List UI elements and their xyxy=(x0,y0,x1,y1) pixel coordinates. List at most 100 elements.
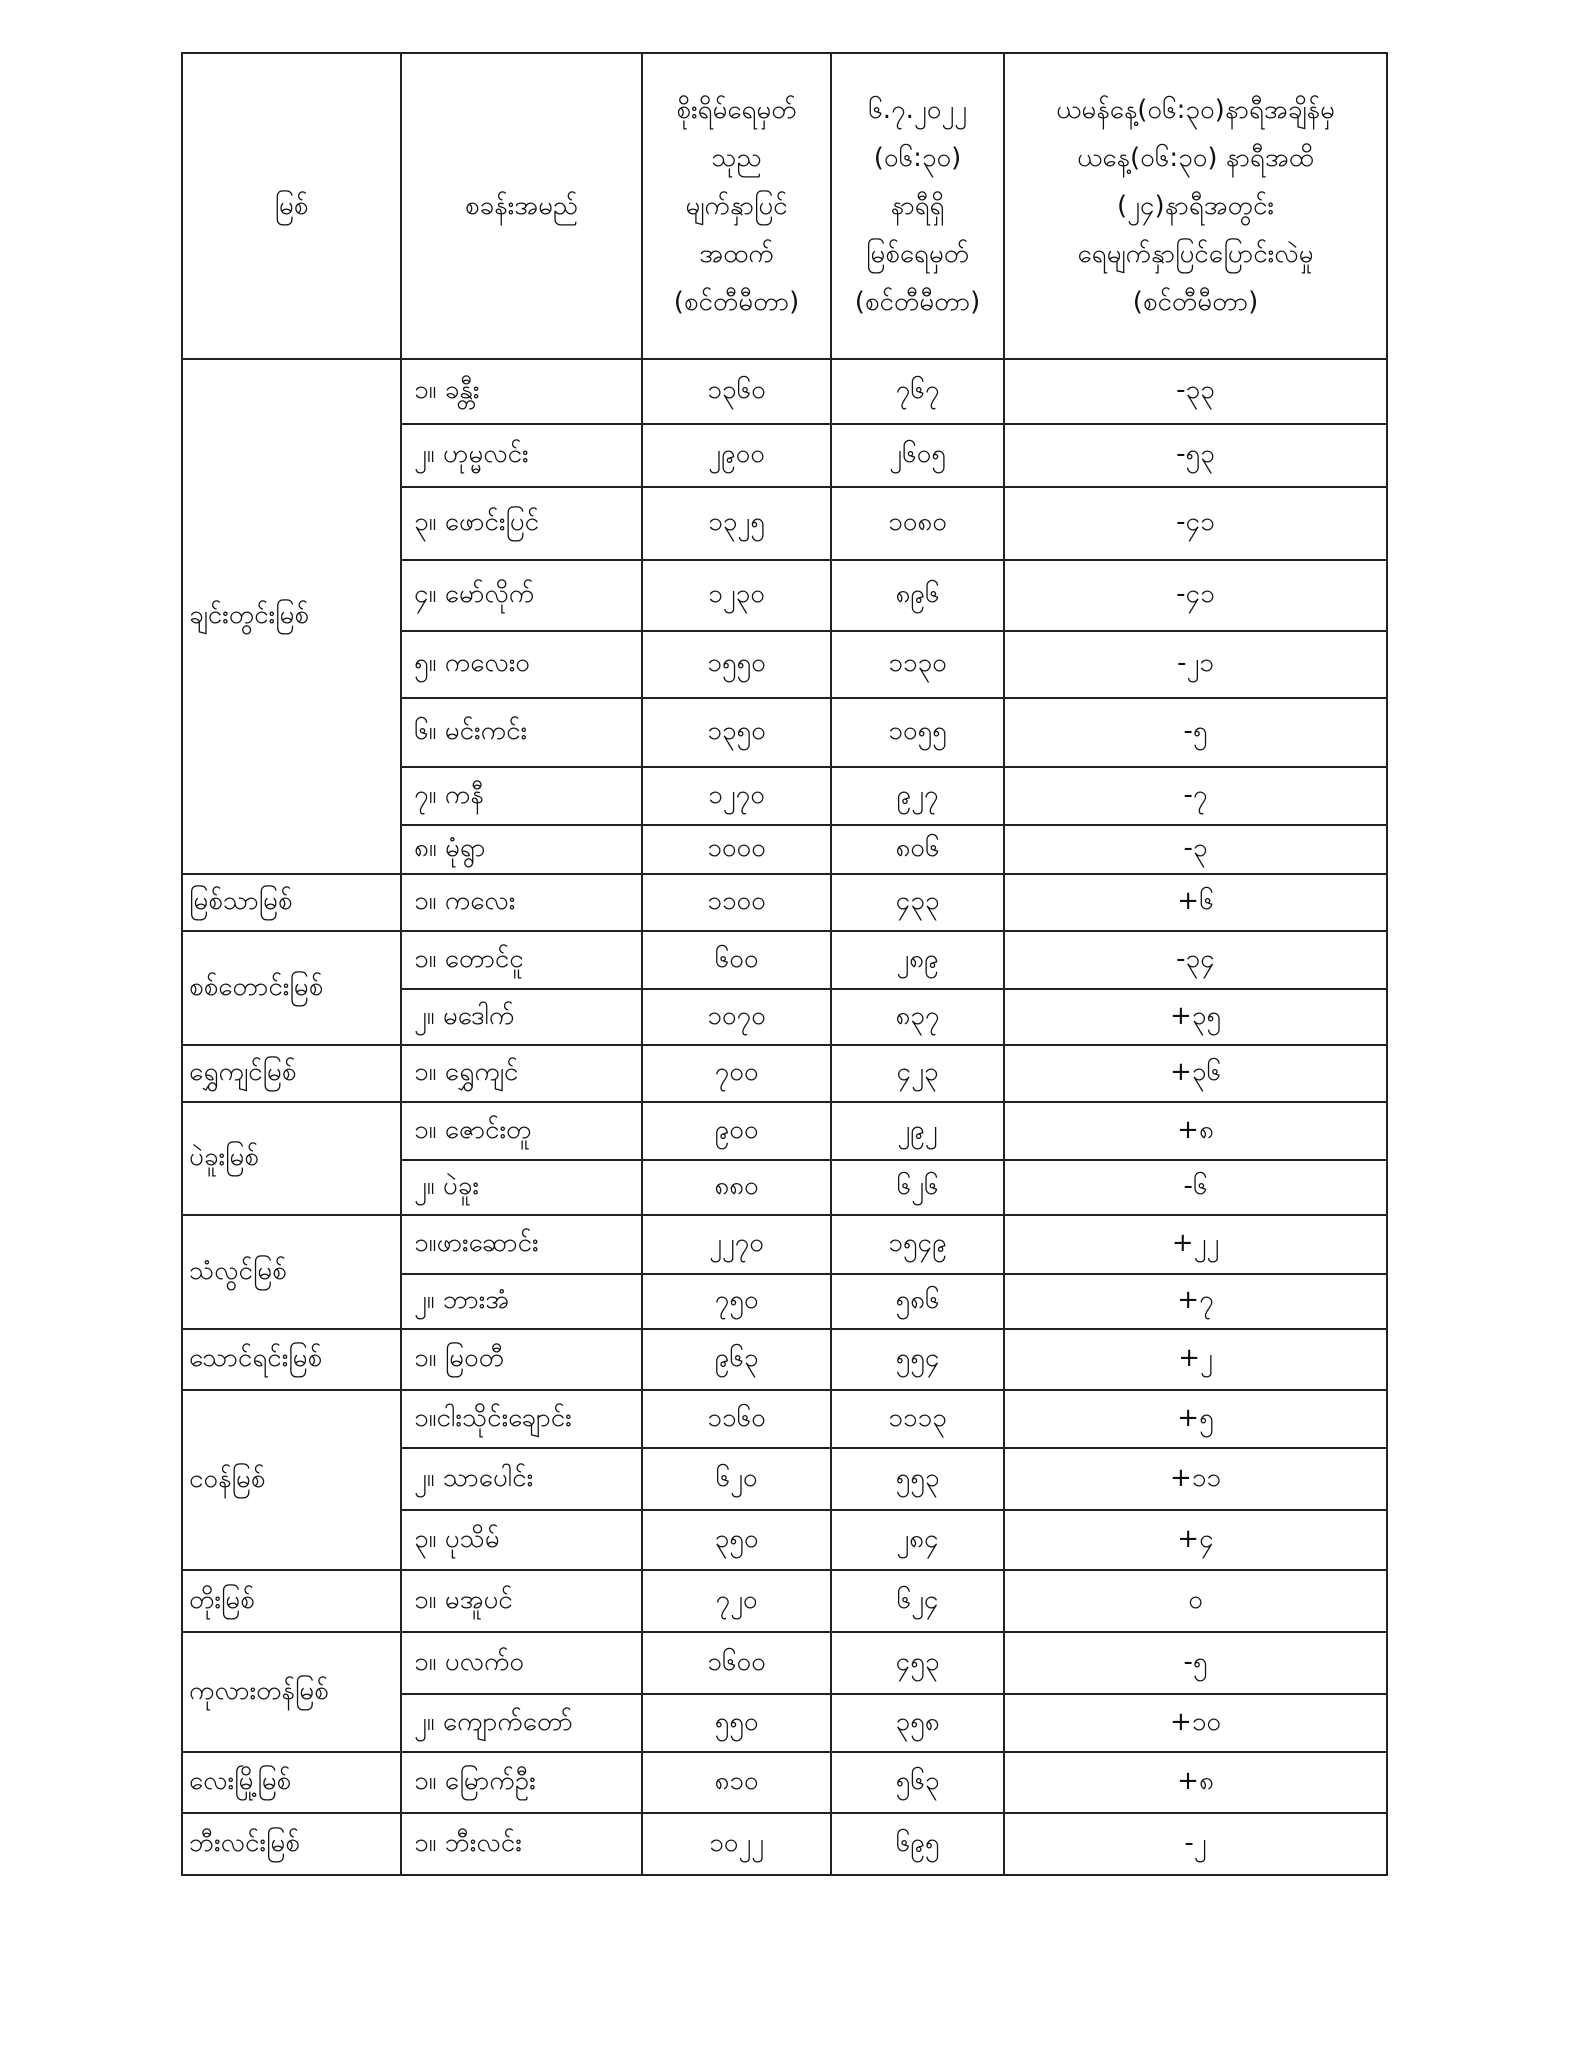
river-name: တိုးမြစ် xyxy=(181,1569,402,1633)
current-level: ၅၅၄ xyxy=(830,1328,1005,1391)
table-row: ၇။ ကနီ ၁၂၇၀ ၉၂၇ -၇ xyxy=(182,766,1388,826)
danger-level: ၉၀၀ xyxy=(641,1101,832,1161)
current-level: ၆၉၅ xyxy=(830,1812,1005,1876)
level-change: -၂ xyxy=(1003,1812,1388,1876)
station-name: ၁။ ဇောင်းတူ xyxy=(400,1101,643,1161)
current-level: ၃၅၈ xyxy=(830,1693,1005,1753)
danger-level: ၁၂၇၀ xyxy=(641,766,832,826)
station-name: ၁။ မြောက်ဦး xyxy=(400,1751,643,1814)
table-row: စစ်တောင်းမြစ် ၁။ တောင်ငူ ၆၀၀ ၂၈၉ -၃၄ xyxy=(181,930,1388,1046)
station-name: ၂။ မဒေါက် xyxy=(400,988,643,1046)
level-change: -၂၁ xyxy=(1003,630,1388,699)
river-name: ရွှေကျင်မြစ် xyxy=(181,1044,402,1103)
river-water-level-table: မြစ် စခန်းအမည် စိုးရိမ်ရေမှတ် သုည မျက်နှ… xyxy=(181,52,1388,1876)
level-change: +၁၀ xyxy=(1003,1693,1388,1753)
danger-level: ၁၃၂၅ xyxy=(641,486,832,561)
header-change-24h: ယမန်နေ့(၀၆:၃၀)နာရီအချိန်မှ ယနေ့(၀၆:၃၀) န… xyxy=(1003,52,1388,360)
station-name: ၃။ ပုသိမ် xyxy=(400,1509,643,1571)
table-row: တိုးမြစ် ၁။ မအူပင် ၇၂၀ ၆၂၄၀ xyxy=(181,1569,1388,1633)
table-row: သောင်ရင်းမြစ် ၁။ မြဝတီ ၉၆၃ ၅၅၄ +၂ xyxy=(181,1328,1388,1391)
table-row: ၂။ သာပေါင်း ၆၂၀ ၅၅၃ +၁၁ xyxy=(182,1447,1388,1511)
current-level: ၄၂၃ xyxy=(830,1044,1005,1103)
station-name: ၁။ ပလက်ဝ xyxy=(400,1631,643,1695)
table-row: ၄။ မော်လိုက် ၁၂၃၀ ၈၉၆ -၄၁ xyxy=(182,559,1388,632)
level-change: ၀ xyxy=(1003,1569,1388,1633)
danger-level: ၃၅၀ xyxy=(641,1509,832,1571)
danger-level: ၆၂၀ xyxy=(641,1447,832,1511)
station-name: ၂။ ဘားအံ xyxy=(400,1273,643,1330)
danger-level: ၁၃၆၀ xyxy=(641,358,832,425)
level-change: +၃၅ xyxy=(1003,988,1388,1046)
danger-level: ၇၂၀ xyxy=(641,1569,832,1633)
level-change: -၅ xyxy=(1003,697,1388,768)
current-level: ၉၂၇ xyxy=(830,766,1005,826)
table-row: ပဲခူးမြစ် ၁။ ဇောင်းတူ ၉၀၀ ၂၉၂ +၈ xyxy=(181,1101,1388,1216)
table-row: ငဝန်မြစ် ၁။ငါးသိုင်းချောင်း ၁၁၆၀ ၁၁၁၃ +၅ xyxy=(181,1389,1388,1571)
level-change: -၆ xyxy=(1003,1159,1388,1216)
danger-level: ၆၀၀ xyxy=(641,930,832,990)
station-name: ၂။ ဟုမ္မလင်း xyxy=(400,423,643,488)
danger-level: ၁၃၅၀ xyxy=(641,697,832,768)
river-name: ငဝန်မြစ် xyxy=(181,1389,402,1571)
header-row: မြစ် စခန်းအမည် စိုးရိမ်ရေမှတ် သုည မျက်နှ… xyxy=(181,52,1388,360)
river-name: စစ်တောင်းမြစ် xyxy=(181,930,402,1046)
danger-level: ၁၀၀၀ xyxy=(641,824,832,875)
level-change: +၈ xyxy=(1003,1751,1388,1814)
table-row: ၂။ ကျောက်တော် ၅၅၀ ၃၅၈ +၁၀ xyxy=(182,1693,1388,1753)
station-name: ၁။ဖားဆောင်း xyxy=(400,1214,643,1275)
level-change: +၂ xyxy=(1003,1328,1388,1391)
header-line: မျက်နှာပြင် xyxy=(685,191,788,221)
danger-level: ၁၁၀၀ xyxy=(641,873,832,932)
current-level: ၈၉၆ xyxy=(830,559,1005,632)
header-line: ယမန်နေ့(၀၆:၃၀)နာရီအချိန်မှ xyxy=(1056,95,1335,125)
header-line: (စင်တီမီတာ) xyxy=(673,287,800,317)
station-name: ၁။ငါးသိုင်းချောင်း xyxy=(400,1389,643,1449)
danger-level: ၅၅၀ xyxy=(641,1693,832,1753)
header-line: (စင်တီမီတာ) xyxy=(854,287,981,317)
current-level: ၁၀၅၅ xyxy=(830,697,1005,768)
level-change: -၅၃ xyxy=(1003,423,1388,488)
table-row: ၈။ မုံရွာ ၁၀၀၀ ၈၀၆ -၃ xyxy=(182,824,1388,875)
header-river: မြစ် xyxy=(181,52,402,360)
header-line: စိုးရိမ်ရေမှတ် xyxy=(676,95,797,125)
level-change: +၁၁ xyxy=(1003,1447,1388,1511)
level-change: -၄၁ xyxy=(1003,486,1388,561)
header-station: စခန်းအမည် xyxy=(400,52,643,360)
current-level: ၄၃၃ xyxy=(830,873,1005,932)
table-row: ၂။ မဒေါက် ၁၀၇၀ ၈၃၇ +၃၅ xyxy=(182,988,1388,1046)
level-change: +၂၂ xyxy=(1003,1214,1388,1275)
level-change: +၆ xyxy=(1003,873,1388,932)
table-row: ၂။ ဘားအံ ၇၅၀ ၅၈၆ +၇ xyxy=(182,1273,1388,1330)
river-name: သောင်ရင်းမြစ် xyxy=(181,1328,402,1391)
table-row: ချင်းတွင်းမြစ် ၁။ ခန္တီး ၁၃၆၀ ၇၆၇ -၃၃ xyxy=(181,358,1388,875)
table-body: ချင်းတွင်းမြစ် ၁။ ခန္တီး ၁၃၆၀ ၇၆၇ -၃၃ ၂။ ဟုမ္… xyxy=(181,358,1388,1876)
level-change: -၄၁ xyxy=(1003,559,1388,632)
table-row: ၃။ ဖောင်းပြင် ၁၃၂၅ ၁၀၈၀ -၄၁ xyxy=(182,486,1388,561)
danger-level: ၉၆၃ xyxy=(641,1328,832,1391)
current-level: ၁၀၈၀ xyxy=(830,486,1005,561)
danger-level: ၂၉၀၀ xyxy=(641,423,832,488)
danger-level: ၇၅၀ xyxy=(641,1273,832,1330)
danger-level: ၁၁၆၀ xyxy=(641,1389,832,1449)
danger-level: ၁၂၃၀ xyxy=(641,559,832,632)
table-row: လေးမြို့မြစ် ၁။ မြောက်ဦး ၈၁၀ ၅၆၃ +၈ xyxy=(181,1751,1388,1814)
header-line: မြစ်ရေမှတ် xyxy=(865,239,970,269)
river-name: သံလွင်မြစ် xyxy=(181,1214,402,1330)
danger-level: ၁၅၅၀ xyxy=(641,630,832,699)
level-change: +၄ xyxy=(1003,1509,1388,1571)
header-line: (စင်တီမီတာ) xyxy=(1132,287,1259,317)
table-row: ဘီးလင်းမြစ် ၁။ ဘီးလင်း ၁၀၂၂ ၆၉၅ -၂ xyxy=(181,1812,1388,1876)
level-change: -၅ xyxy=(1003,1631,1388,1695)
station-name: ၁။ ရွှေကျင် xyxy=(400,1044,643,1103)
current-level: ၅၅၃ xyxy=(830,1447,1005,1511)
current-level: ၆၂၆ xyxy=(830,1159,1005,1216)
river-name: ပဲခူးမြစ် xyxy=(181,1101,402,1216)
header-line: ယနေ့(၀၆:၃၀) နာရီအထိ xyxy=(1077,143,1314,173)
header-line: ရေမျက်နှာပြင်ပြောင်းလဲမှု xyxy=(1077,239,1314,269)
table-row: ၃။ ပုသိမ် ၃၅၀ ၂၈၄ +၄ xyxy=(182,1509,1388,1571)
table-row: ကုလားတန်မြစ် ၁။ ပလက်ဝ ၁၆၀၀ ၄၅၃ -၅ xyxy=(181,1631,1388,1753)
danger-level: ၈၈၀ xyxy=(641,1159,832,1216)
station-name: ၂။ ကျောက်တော် xyxy=(400,1693,643,1753)
station-name: ၁။ မအူပင် xyxy=(400,1569,643,1633)
station-name: ၁။ တောင်ငူ xyxy=(400,930,643,990)
